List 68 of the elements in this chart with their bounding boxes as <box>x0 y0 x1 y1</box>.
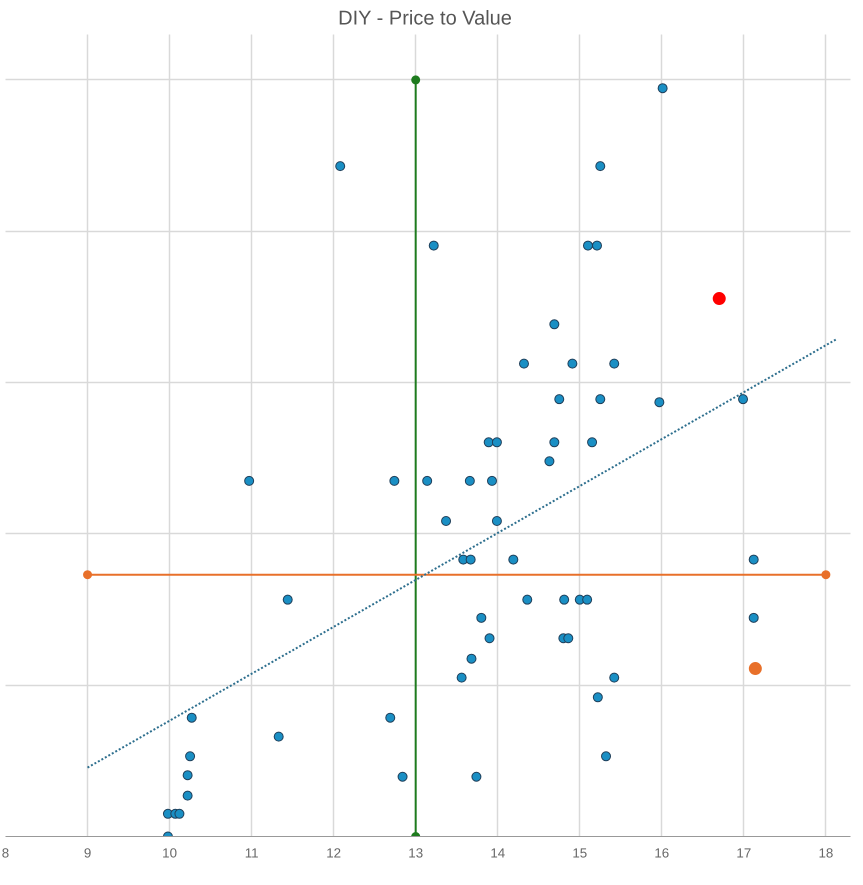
point <box>609 672 620 683</box>
point <box>182 790 193 801</box>
point <box>554 394 564 404</box>
point <box>712 292 726 306</box>
point <box>738 394 748 404</box>
point <box>486 476 497 486</box>
point <box>476 612 486 623</box>
x-tick-label: 16 <box>654 846 670 860</box>
x-tick-label: 12 <box>326 846 342 860</box>
point <box>559 594 570 605</box>
point <box>389 476 400 486</box>
point <box>466 654 476 664</box>
point <box>658 83 668 94</box>
point <box>411 75 420 84</box>
point <box>492 437 502 448</box>
point <box>587 437 598 448</box>
point <box>282 594 293 605</box>
point <box>484 437 494 448</box>
point <box>595 161 606 172</box>
x-tick-label: 8 <box>2 846 10 860</box>
point <box>582 240 593 251</box>
point <box>601 751 612 762</box>
x-tick-label: 9 <box>84 846 92 860</box>
point <box>567 358 578 369</box>
x-tick-label: 15 <box>572 846 588 860</box>
point <box>274 732 284 742</box>
point <box>563 633 574 644</box>
point <box>398 772 408 782</box>
x-tick-label: 17 <box>736 846 752 860</box>
point <box>335 161 346 172</box>
point <box>748 662 762 676</box>
point <box>592 692 603 702</box>
point <box>595 394 606 404</box>
point <box>466 554 476 565</box>
point <box>244 476 254 486</box>
point <box>522 594 532 605</box>
x-tick-label: 13 <box>408 846 424 860</box>
point <box>186 712 197 723</box>
point <box>549 319 560 330</box>
point <box>592 240 602 251</box>
point <box>182 770 193 780</box>
point <box>185 751 196 762</box>
point <box>508 554 518 565</box>
point <box>174 808 184 819</box>
point <box>609 358 620 369</box>
point <box>492 516 502 526</box>
point <box>582 594 592 605</box>
x-tick-label: 14 <box>490 846 506 860</box>
x-tick-label: 18 <box>818 846 834 860</box>
point <box>654 397 664 408</box>
point <box>821 570 830 580</box>
point <box>484 633 495 644</box>
chart-title: DIY - Price to Value <box>338 8 512 30</box>
point <box>385 712 396 723</box>
point <box>428 240 439 251</box>
x-tick-label: 10 <box>162 846 177 860</box>
point <box>464 476 475 486</box>
point <box>422 476 432 486</box>
point <box>544 456 554 466</box>
point <box>441 516 452 526</box>
point <box>748 612 759 623</box>
point <box>518 358 529 369</box>
point <box>549 437 560 448</box>
point <box>456 672 467 683</box>
point <box>471 772 482 782</box>
point <box>748 554 759 565</box>
x-tick-label: 11 <box>244 846 259 860</box>
point <box>83 570 92 580</box>
